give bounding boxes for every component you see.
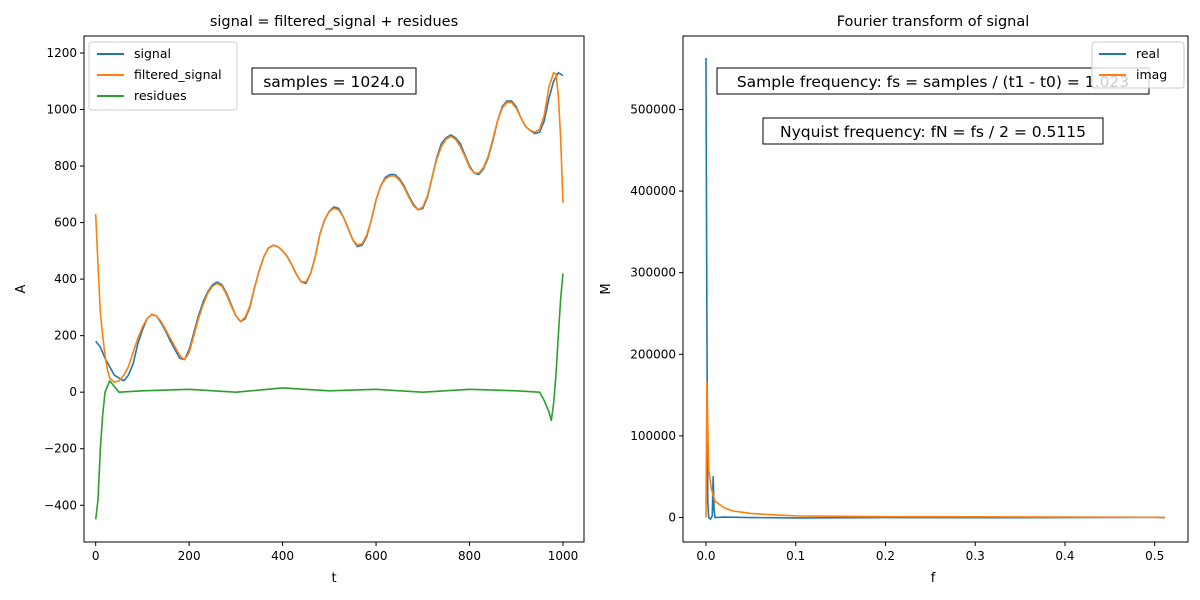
right-chart-x-tick-label: 0.1 <box>786 549 805 563</box>
right-chart-y-tick-label: 500000 <box>630 102 676 116</box>
left-chart-legend-box <box>88 41 238 111</box>
right-chart-legend: real imag <box>1091 41 1185 89</box>
sample-frequency-annotation-box <box>716 67 1150 95</box>
left-chart-y-tick-label: 1200 <box>46 46 77 60</box>
nyquist-frequency-annotation-text: Nyquist frequency: fN = fs / 2 = 0.5115 <box>780 123 1086 141</box>
right-chart-x-tick-label: 0.0 <box>696 549 715 563</box>
left-chart-axes-frame <box>83 35 585 543</box>
right-chart-title: Fourier transform of signal <box>837 14 1030 30</box>
left-chart: signal = filtered_signal + residues 0 200… <box>14 14 585 586</box>
left-chart-y-label: A <box>14 284 29 293</box>
right-chart-x-tick-label: 0.3 <box>966 549 985 563</box>
right-chart-series-imag <box>705 382 1166 519</box>
legend-label-filtered-signal: filtered_signal <box>134 67 222 82</box>
right-chart-x-tick-label: 0.4 <box>1055 549 1074 563</box>
left-chart-x-tick-label: 0 <box>92 549 100 563</box>
left-chart-series-group <box>94 71 564 520</box>
left-chart-y-ticks: −400 −200 0 200 400 600 800 1000 1200 <box>44 46 84 512</box>
right-chart-x-ticks: 0.0 0.1 0.2 0.3 0.4 0.5 <box>696 542 1164 563</box>
left-chart-y-tick-label: 1000 <box>46 102 77 116</box>
samples-annotation-box <box>251 67 417 95</box>
right-chart-y-ticks: 0 100000 200000 300000 400000 500000 <box>630 102 683 525</box>
left-chart-series-residues <box>94 273 564 520</box>
left-chart-x-tick-label: 1000 <box>548 549 579 563</box>
legend-label-real: real <box>1136 46 1160 61</box>
left-chart-y-tick-label: 0 <box>69 385 77 399</box>
left-chart-x-tick-label: 400 <box>271 549 294 563</box>
left-chart-y-tick-label: 600 <box>54 216 77 230</box>
right-chart-y-tick-label: 300000 <box>630 266 676 280</box>
left-chart-x-tick-label: 600 <box>365 549 388 563</box>
left-chart-x-ticks: 0 200 400 600 800 1000 <box>92 542 578 563</box>
right-chart-x-tick-label: 0.5 <box>1145 549 1164 563</box>
left-chart-series-filtered-signal <box>94 71 564 384</box>
left-chart-title: signal = filtered_signal + residues <box>210 14 458 30</box>
nyquist-frequency-annotation-box <box>762 117 1104 145</box>
legend-label-imag: imag <box>1136 67 1167 82</box>
right-chart-x-label: f <box>931 571 936 586</box>
left-chart-x-tick-label: 800 <box>458 549 481 563</box>
left-chart-y-tick-label: −200 <box>44 442 77 456</box>
right-chart-y-label: M <box>599 283 614 294</box>
sample-frequency-annotation-text: Sample frequency: fs = samples / (t1 - t… <box>737 73 1129 91</box>
left-chart-y-tick-label: 800 <box>54 159 77 173</box>
right-chart-y-tick-label: 100000 <box>630 429 676 443</box>
right-chart-y-tick-label: 400000 <box>630 184 676 198</box>
right-chart: Fourier transform of signal 0.0 0.1 0.2 0.3… <box>599 14 1189 586</box>
left-chart-y-tick-label: 200 <box>54 329 77 343</box>
left-chart-y-tick-label: 400 <box>54 272 77 286</box>
right-chart-y-tick-label: 200000 <box>630 347 676 361</box>
samples-annotation-text: samples = 1024.0 <box>263 73 405 91</box>
legend-label-residues: residues <box>134 88 187 103</box>
left-chart-x-tick-label: 200 <box>178 549 201 563</box>
right-chart-axes-frame <box>682 35 1189 543</box>
right-chart-y-tick-label: 0 <box>668 511 676 525</box>
left-chart-y-tick-label: −400 <box>44 498 77 512</box>
right-chart-x-tick-label: 0.2 <box>876 549 895 563</box>
right-chart-annotations: Sample frequency: fs = samples / (t1 - t… <box>716 67 1150 145</box>
left-chart-annotation: samples = 1024.0 <box>251 67 417 95</box>
left-chart-legend: signal filtered_signal residues <box>88 41 238 111</box>
right-chart-series-group <box>705 58 1166 520</box>
legend-label-signal: signal <box>134 46 171 61</box>
left-chart-x-label: t <box>331 571 336 586</box>
